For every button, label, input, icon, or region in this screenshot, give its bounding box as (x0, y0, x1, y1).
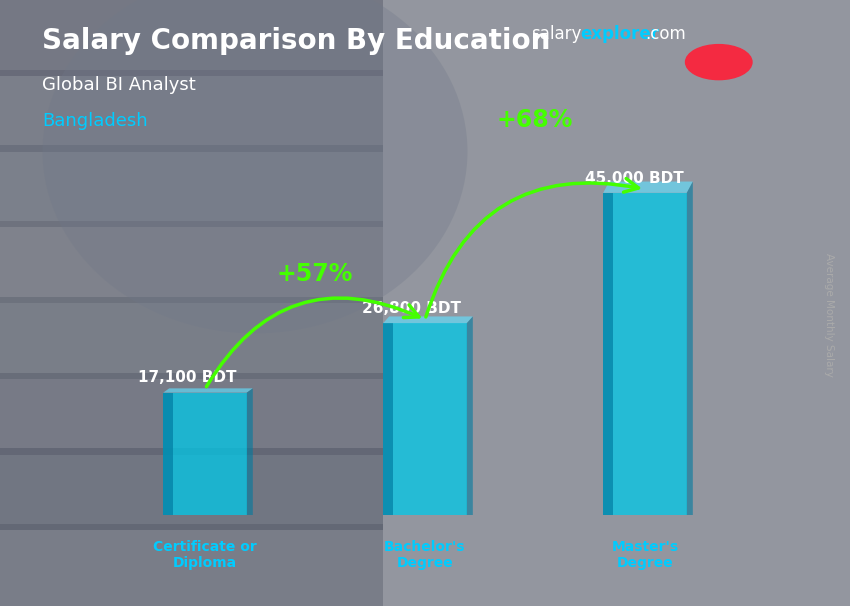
Circle shape (685, 45, 752, 79)
Text: .com: .com (645, 25, 686, 44)
Polygon shape (604, 182, 693, 193)
Bar (0, 145, 382, 227)
Text: Global BI Analyst: Global BI Analyst (42, 76, 196, 94)
Text: explorer: explorer (581, 25, 660, 44)
FancyBboxPatch shape (604, 193, 687, 515)
Text: Master's
Degree: Master's Degree (611, 540, 678, 570)
Text: 45,000 BDT: 45,000 BDT (585, 171, 683, 185)
Text: salary: salary (531, 25, 581, 44)
Bar (0, 0, 382, 76)
Ellipse shape (42, 0, 468, 333)
FancyBboxPatch shape (383, 323, 467, 515)
Polygon shape (467, 316, 473, 515)
Bar (0, 448, 382, 530)
Bar (0, 221, 382, 303)
Text: 17,100 BDT: 17,100 BDT (139, 370, 236, 385)
Text: Salary Comparison By Education: Salary Comparison By Education (42, 27, 551, 55)
Bar (0, 373, 382, 454)
Text: 26,800 BDT: 26,800 BDT (362, 301, 462, 316)
Text: Bachelor's
Degree: Bachelor's Degree (384, 540, 466, 570)
Text: Certificate or
Diploma: Certificate or Diploma (153, 540, 257, 570)
Bar (0, 297, 382, 379)
FancyBboxPatch shape (163, 393, 246, 515)
Bar (0, 70, 382, 152)
Polygon shape (163, 393, 173, 515)
Text: +57%: +57% (277, 262, 354, 286)
Text: Average Monthly Salary: Average Monthly Salary (824, 253, 834, 377)
Polygon shape (687, 182, 693, 515)
Text: Bangladesh: Bangladesh (42, 112, 148, 130)
Polygon shape (604, 193, 613, 515)
Polygon shape (246, 388, 252, 515)
Text: +68%: +68% (496, 108, 573, 133)
Polygon shape (163, 388, 252, 393)
Polygon shape (383, 316, 473, 323)
Polygon shape (383, 323, 394, 515)
Bar (0, 524, 382, 606)
